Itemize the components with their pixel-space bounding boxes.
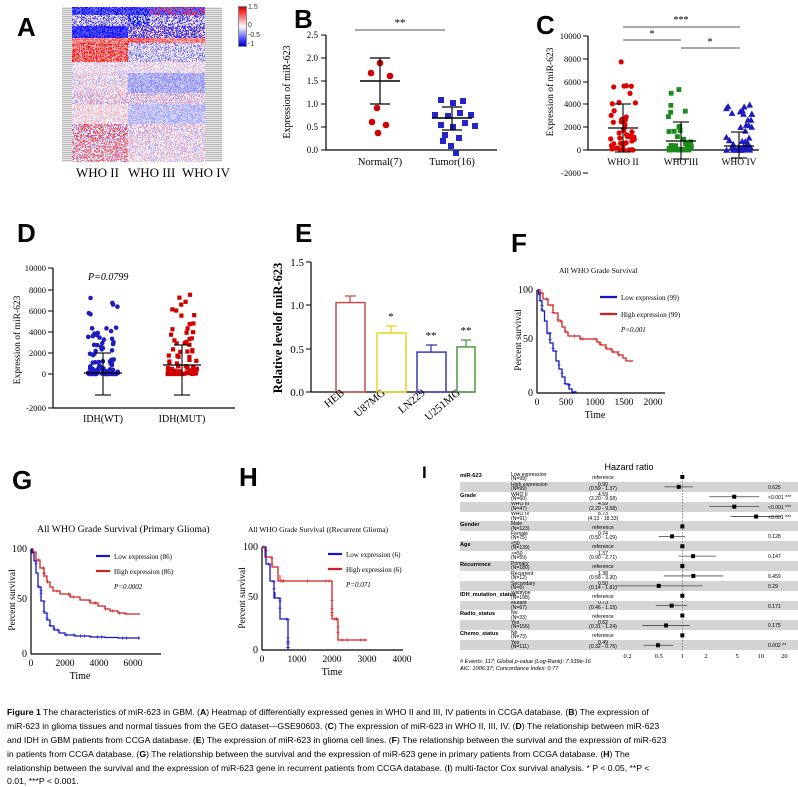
- svg-text:**: **: [461, 325, 472, 337]
- svg-text:2000: 2000: [56, 659, 75, 669]
- svg-text:WHO III: WHO III: [664, 158, 699, 168]
- svg-text:8000: 8000: [564, 54, 581, 64]
- svg-text:**: **: [395, 17, 406, 29]
- svg-text:All WHO Grade Survival (Primar: All WHO Grade Survival (Primary Glioma): [37, 524, 210, 535]
- svg-text:1.0: 1.0: [290, 300, 304, 312]
- svg-text:Time: Time: [70, 671, 91, 682]
- svg-text:Percent survival: Percent survival: [238, 567, 248, 629]
- svg-text:P<0.001: P<0.001: [620, 326, 646, 334]
- svg-text:*: *: [708, 37, 713, 48]
- svg-text:0: 0: [260, 655, 265, 665]
- svg-text:0: 0: [42, 369, 46, 379]
- svg-text:Relative levelof miR-623: Relative levelof miR-623: [271, 263, 285, 394]
- svg-text:1: 1: [681, 653, 684, 660]
- svg-text:IDH(WT): IDH(WT): [83, 414, 123, 425]
- svg-text:1.5: 1.5: [290, 257, 304, 269]
- svg-text:10: 10: [758, 653, 765, 660]
- svg-text:4000: 4000: [90, 659, 109, 669]
- svg-text:*: *: [650, 29, 655, 40]
- svg-text:500: 500: [559, 398, 574, 408]
- svg-text:Expression of miR-623: Expression of miR-623: [545, 47, 556, 136]
- svg-text:6000: 6000: [29, 306, 46, 316]
- svg-text:10000: 10000: [25, 263, 46, 273]
- svg-text:***: ***: [674, 15, 689, 26]
- svg-text:0.5: 0.5: [655, 653, 663, 660]
- svg-text:1500: 1500: [615, 398, 634, 408]
- svg-text:P=0.071: P=0.071: [345, 581, 371, 589]
- svg-text:Time: Time: [322, 667, 343, 678]
- svg-text:8000: 8000: [29, 285, 46, 295]
- svg-text:100: 100: [243, 542, 258, 553]
- svg-text:IDH(MUT): IDH(MUT): [159, 414, 206, 425]
- svg-text:Low expression (99): Low expression (99): [621, 294, 680, 302]
- svg-text:4000: 4000: [564, 99, 581, 109]
- svg-text:1.0: 1.0: [307, 99, 319, 109]
- svg-text:Low expression (86): Low expression (86): [114, 553, 173, 561]
- svg-text:100: 100: [518, 285, 533, 296]
- svg-text:0.0: 0.0: [290, 387, 304, 399]
- svg-text:Percent survival: Percent survival: [514, 309, 524, 371]
- svg-text:HEB: HEB: [322, 387, 347, 410]
- svg-text:Time: Time: [585, 410, 606, 421]
- svg-text:2000: 2000: [323, 655, 342, 665]
- svg-text:**: **: [426, 330, 437, 342]
- svg-text:1000: 1000: [586, 398, 605, 408]
- svg-text:6000: 6000: [124, 659, 143, 669]
- svg-text:Tumor(16): Tumor(16): [429, 157, 475, 168]
- svg-text:-2000: -2000: [26, 403, 46, 413]
- svg-text:Expression of miR-623: Expression of miR-623: [12, 295, 23, 384]
- svg-text:2000: 2000: [644, 398, 663, 408]
- svg-text:50: 50: [248, 592, 258, 603]
- svg-text:WHO IV: WHO IV: [721, 158, 756, 168]
- svg-text:Expression of miR-623: Expression of miR-623: [282, 45, 293, 138]
- svg-text:2: 2: [704, 653, 707, 660]
- svg-text:P=0.0002: P=0.0002: [113, 583, 143, 591]
- svg-text:1.5: 1.5: [307, 76, 319, 86]
- svg-text:High expression (6): High expression (6): [346, 566, 402, 574]
- svg-text:High expression (99): High expression (99): [621, 311, 681, 319]
- svg-text:0.5: 0.5: [290, 344, 304, 356]
- svg-text:2.0: 2.0: [307, 53, 319, 63]
- svg-text:4000: 4000: [29, 327, 46, 337]
- svg-text:Normal(7): Normal(7): [358, 157, 403, 168]
- svg-text:Low expression (6): Low expression (6): [346, 551, 401, 559]
- svg-text:20: 20: [781, 653, 788, 660]
- svg-text:50: 50: [17, 594, 27, 605]
- svg-text:LN229: LN229: [396, 387, 428, 417]
- svg-text:0: 0: [535, 398, 540, 408]
- svg-text:2000: 2000: [29, 348, 46, 358]
- svg-text:5: 5: [736, 653, 739, 660]
- svg-text:1000: 1000: [288, 655, 307, 665]
- svg-text:0.0: 0.0: [307, 145, 319, 155]
- svg-text:2.5: 2.5: [307, 30, 319, 40]
- svg-text:6000: 6000: [564, 77, 581, 87]
- svg-text:0: 0: [22, 649, 27, 660]
- svg-text:All WHO Grade Survival ((Recur: All WHO Grade Survival ((Recurrent Gliom…: [248, 525, 389, 534]
- svg-text:100: 100: [12, 544, 27, 555]
- svg-text:10000: 10000: [560, 31, 581, 41]
- svg-text:WHO II: WHO II: [607, 158, 638, 168]
- svg-text:0.5: 0.5: [307, 122, 319, 132]
- svg-text:0: 0: [29, 659, 34, 669]
- svg-text:0: 0: [577, 145, 581, 155]
- svg-text:High expression (86): High expression (86): [114, 568, 174, 576]
- svg-text:All WHO Grade Survival: All WHO Grade Survival: [559, 266, 638, 275]
- svg-text:4000: 4000: [393, 655, 412, 665]
- svg-text:0: 0: [253, 645, 258, 656]
- svg-text:3000: 3000: [358, 655, 377, 665]
- svg-text:50: 50: [523, 334, 533, 345]
- svg-text:Percent survival: Percent survival: [8, 569, 18, 631]
- svg-text:P=0.0799: P=0.0799: [87, 272, 128, 283]
- svg-text:0: 0: [528, 388, 533, 399]
- svg-text:*: *: [388, 311, 394, 323]
- svg-text:2000: 2000: [564, 122, 581, 132]
- svg-text:-2000: -2000: [561, 168, 581, 178]
- svg-text:0.2: 0.2: [623, 653, 631, 660]
